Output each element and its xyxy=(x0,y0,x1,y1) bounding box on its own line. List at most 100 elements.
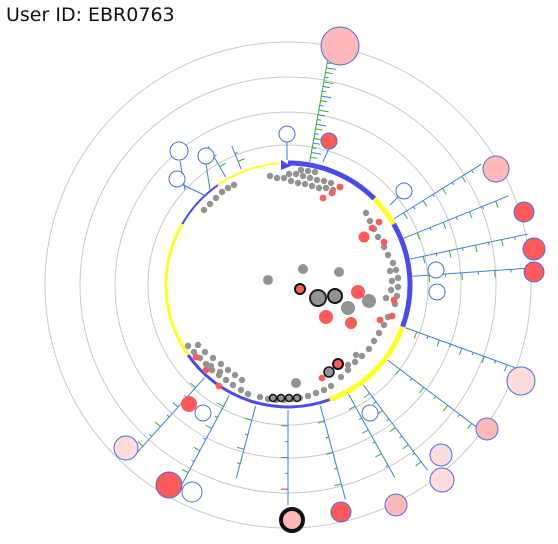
event-dot xyxy=(304,167,312,175)
outer-node xyxy=(428,283,446,301)
spoke-tick xyxy=(327,62,332,65)
event-dot xyxy=(202,360,210,368)
timeline-arcs xyxy=(164,160,413,409)
event-dot xyxy=(209,354,217,362)
event-dot xyxy=(284,393,294,403)
spoke-tick xyxy=(312,142,321,145)
start-marker xyxy=(281,160,291,170)
outer-node xyxy=(513,201,535,223)
event-dot xyxy=(319,194,327,202)
event-dot xyxy=(313,176,321,184)
outer-node xyxy=(523,261,545,283)
spoke-tick xyxy=(413,331,418,339)
event-dot xyxy=(263,275,273,285)
spoke-tick xyxy=(504,364,508,372)
spoke-tick xyxy=(433,396,437,400)
event-dot xyxy=(334,267,344,277)
spoke-tick xyxy=(449,343,452,348)
outer-node xyxy=(194,404,212,422)
event-dot xyxy=(358,352,366,360)
event-dot xyxy=(216,368,224,376)
spoke-tick xyxy=(514,236,516,240)
spoke-tick xyxy=(219,162,226,168)
event-dot xyxy=(222,376,230,384)
node-connector xyxy=(322,147,330,163)
spoke-tick xyxy=(386,418,390,422)
node-connector xyxy=(205,163,211,191)
spoke-tick xyxy=(419,387,425,394)
spoke-tick xyxy=(435,253,438,257)
event-dot xyxy=(217,360,225,368)
spoke-tick xyxy=(154,421,161,428)
event-dot xyxy=(368,224,376,232)
event-dot xyxy=(375,329,383,337)
event-dot xyxy=(380,243,388,251)
event-dot xyxy=(362,294,376,308)
event-dot xyxy=(394,274,402,282)
spoke-tick xyxy=(322,86,330,89)
event-dot xyxy=(266,172,274,180)
spoke-line xyxy=(393,163,482,220)
spoke-tick xyxy=(314,133,319,135)
arc-segment xyxy=(164,223,190,356)
event-dot xyxy=(370,337,378,345)
event-dot xyxy=(218,188,226,196)
spoke-tick xyxy=(395,368,401,376)
spoke-line xyxy=(348,394,396,478)
spoke-tick xyxy=(363,392,370,398)
spoke-tick xyxy=(372,441,376,444)
spoke-tick xyxy=(443,405,449,412)
spoke-tick xyxy=(494,360,497,364)
outer-node xyxy=(279,507,305,533)
spoke-tick xyxy=(461,176,467,183)
event-dot xyxy=(231,371,239,379)
event-dot xyxy=(287,177,295,185)
outer-node xyxy=(395,182,413,200)
event-dot xyxy=(237,386,245,394)
event-dot xyxy=(323,366,335,378)
event-dot xyxy=(207,362,215,370)
spoke-tick xyxy=(311,151,322,155)
event-dot xyxy=(194,341,202,349)
spoke-tick xyxy=(488,242,490,246)
spoke-tick xyxy=(403,212,408,219)
spoke-tick xyxy=(334,483,342,487)
spoke-tick xyxy=(181,468,189,474)
spoke-tick xyxy=(467,423,473,430)
spoke-tick xyxy=(166,414,170,418)
event-dot xyxy=(224,366,232,374)
spoke-tick xyxy=(422,256,426,264)
event-dot xyxy=(390,296,398,304)
event-dot xyxy=(268,393,278,403)
spoke-tick xyxy=(237,462,241,465)
outer-node xyxy=(169,141,189,161)
spoke-tick xyxy=(320,100,328,103)
spoke-tick xyxy=(315,128,323,131)
spoke-line xyxy=(231,145,242,170)
event-dot xyxy=(294,283,306,295)
event-dot xyxy=(238,376,246,384)
event-dot xyxy=(328,189,336,197)
spoke-tick xyxy=(458,348,463,356)
event-dot xyxy=(181,396,197,412)
arc-segment xyxy=(391,222,413,328)
user-id-title: User ID: EBR0763 xyxy=(6,4,175,26)
spoke-tick xyxy=(323,81,334,85)
event-dot xyxy=(389,259,397,267)
spoke-tick xyxy=(468,211,473,219)
event-dot xyxy=(315,184,323,192)
event-dot xyxy=(318,374,326,382)
spoke-tick xyxy=(325,71,333,75)
spoke-tick xyxy=(461,247,464,251)
event-dot xyxy=(345,317,357,329)
spoke-tick xyxy=(205,424,212,429)
spoke-tick xyxy=(202,437,207,440)
event-dot xyxy=(292,170,300,178)
spoke-tick xyxy=(326,452,334,455)
spoke-tick xyxy=(429,227,432,231)
spoke-tick xyxy=(326,67,337,70)
spoke-tick xyxy=(471,352,474,356)
spoke-tick xyxy=(412,452,416,456)
event-dot xyxy=(366,217,374,225)
